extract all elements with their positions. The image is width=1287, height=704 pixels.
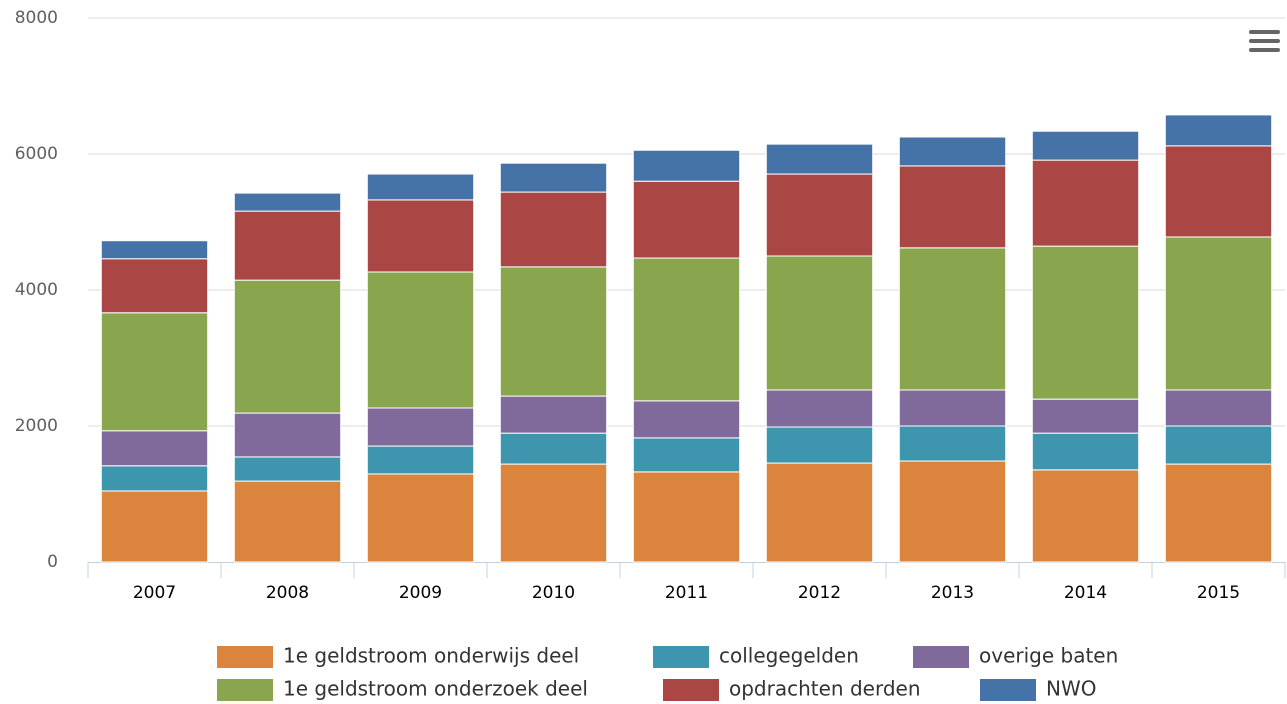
legend-item[interactable]: collegegelden [653,644,859,669]
bar-segment [366,173,475,201]
x-tick-label: 2015 [1197,583,1240,603]
legend-label: NWO [1046,677,1096,701]
x-tick-label: 2008 [266,583,309,603]
bar-segment [765,255,874,391]
bar-segment [366,445,475,475]
bar-segment [1164,389,1273,427]
bar-segment [499,395,608,434]
bar-segment [1031,159,1140,247]
bar-segment [898,136,1007,167]
bar-segment [632,149,741,182]
legend-label: 1e geldstroom onderwijs deel [283,644,579,668]
bar-segment [1164,236,1273,391]
bar-segment [765,389,874,428]
bar-segment [632,180,741,259]
bar-segment [100,430,209,467]
bar-segment [233,210,342,281]
bar-segment [1031,130,1140,161]
x-tick-label: 2014 [1064,583,1107,603]
menu-bar [1249,48,1280,52]
legend-swatch [980,679,1036,701]
legend-item[interactable]: opdrachten derden [663,677,921,702]
bar-segment [100,240,209,260]
bar-segment [233,192,342,212]
bar-segment [765,426,874,464]
bar-segment [499,463,608,563]
y-tick-label: 6000 [15,144,58,164]
bar-segment [898,247,1007,391]
x-tick-label: 2013 [931,583,974,603]
x-tick-label: 2009 [399,583,442,603]
legend-item[interactable]: 1e geldstroom onderwijs deel [217,644,579,669]
y-tick-label: 0 [47,552,58,572]
bar-segment [1164,114,1273,147]
bar-segment [100,465,209,492]
bar-segment [632,400,741,439]
bar-segment [100,258,209,314]
bar-segment [233,456,342,482]
x-tick-label: 2012 [798,583,841,603]
bar-segment [499,266,608,397]
bar-segment [366,407,475,447]
x-tick-label: 2011 [665,583,708,603]
legend-item[interactable]: NWO [980,677,1096,702]
bar-segment [1031,398,1140,434]
bar-segment [233,412,342,458]
bar-segment [1031,432,1140,471]
y-tick-label: 8000 [15,8,58,28]
bar-segment [100,490,209,563]
legend-swatch [217,646,273,668]
y-tick-label: 4000 [15,280,58,300]
y-tick-label: 2000 [15,416,58,436]
bar-segment [765,173,874,257]
x-tick-label: 2007 [133,583,176,603]
bar-segment [1031,245,1140,400]
x-tick-label: 2010 [532,583,575,603]
bar-segment [632,437,741,473]
legend-item[interactable]: 1e geldstroom onderzoek deel [217,677,588,702]
bar-segment [1031,469,1140,563]
bar-segment [765,462,874,563]
bar-segment [499,191,608,268]
bar-segment [898,165,1007,249]
bar-segment [898,389,1007,427]
bar-segment [632,257,741,402]
bar-segment [499,162,608,193]
bar-segment [366,199,475,273]
bar-segment [632,471,741,563]
bar-segment [765,143,874,175]
menu-bar [1249,30,1280,34]
bar-segment [1164,463,1273,563]
bar-segment [100,312,209,432]
bar-segment [233,279,342,414]
bar-segment [233,480,342,563]
menu-bar [1249,39,1280,43]
bar-segment [898,425,1007,462]
legend-swatch [653,646,709,668]
bar-segment [499,432,608,465]
legend-label: opdrachten derden [729,677,921,701]
legend-swatch [217,679,273,701]
bar-segment [1164,145,1273,238]
menu-icon[interactable] [1249,30,1280,52]
bar-segment [1164,425,1273,465]
legend-swatch [913,646,969,668]
bar-segment [366,473,475,563]
bar-segment [366,271,475,409]
legend-label: overige baten [979,644,1118,668]
legend-swatch [663,679,719,701]
bar-segment [898,460,1007,563]
legend-label: 1e geldstroom onderzoek deel [283,677,588,701]
legend-item[interactable]: overige baten [913,644,1118,669]
legend-label: collegegelden [719,644,859,668]
